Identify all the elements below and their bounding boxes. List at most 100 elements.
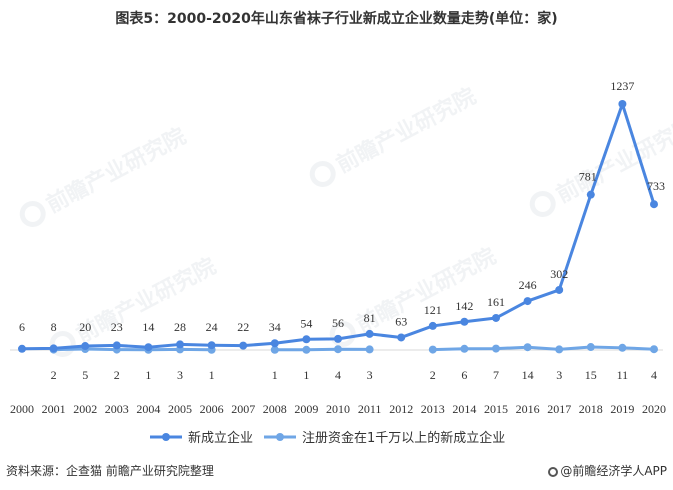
x-tick-label: 2000	[10, 402, 34, 416]
data-point-registered-capital	[492, 344, 500, 353]
data-label-new-enterprises: 8	[51, 320, 57, 334]
data-point-new-enterprises	[334, 334, 342, 343]
x-tick-label: 2013	[421, 402, 445, 416]
data-label-registered-capital: 1	[272, 368, 278, 382]
data-point-new-enterprises	[586, 190, 595, 199]
x-tick-label: 2006	[200, 402, 224, 416]
data-point-new-enterprises	[239, 341, 248, 350]
data-label-new-enterprises: 1237	[610, 79, 634, 93]
legend-label-new-enterprises: 新成立企业	[188, 430, 253, 446]
data-point-new-enterprises	[270, 339, 279, 348]
data-point-registered-capital	[270, 345, 279, 354]
data-label-new-enterprises: 14	[142, 320, 154, 334]
data-label-new-enterprises: 81	[364, 311, 376, 325]
data-label-new-enterprises: 24	[206, 320, 218, 334]
data-point-new-enterprises	[650, 200, 658, 209]
data-point-new-enterprises	[81, 342, 90, 351]
x-tick-label: 2008	[263, 402, 287, 416]
data-label-registered-capital: 2	[51, 368, 57, 382]
x-tick-label: 2009	[294, 402, 318, 416]
data-point-registered-capital	[555, 345, 564, 354]
x-tick-label: 2019	[610, 402, 634, 416]
data-point-new-enterprises	[492, 313, 500, 322]
data-point-new-enterprises	[555, 285, 564, 294]
data-point-new-enterprises	[428, 321, 437, 330]
data-label-registered-capital: 2	[430, 368, 436, 382]
data-label-new-enterprises: 63	[395, 314, 407, 328]
x-tick-label: 2005	[168, 402, 192, 416]
data-label-registered-capital: 4	[651, 368, 657, 382]
source-note: 资料来源：企查猫 前瞻产业研究院整理	[6, 464, 214, 478]
data-label-new-enterprises: 161	[487, 295, 505, 309]
data-label-new-enterprises: 56	[332, 316, 344, 330]
x-tick-label: 2002	[73, 402, 97, 416]
legend-label-registered-capital: 注册资金在1千万以上的新成立企业	[302, 430, 505, 446]
data-label-registered-capital: 3	[177, 368, 183, 382]
data-label-registered-capital: 5	[82, 368, 88, 382]
data-point-registered-capital	[334, 345, 342, 354]
legend-marker-registered-capital	[276, 433, 284, 441]
footer: 资料来源：企查猫 前瞻产业研究院整理 @前瞻经济学人APP	[6, 462, 667, 480]
series-line-registered-capital	[274, 347, 370, 352]
data-label-new-enterprises: 142	[455, 299, 473, 313]
data-label-new-enterprises: 54	[300, 316, 312, 330]
data-label-new-enterprises: 121	[424, 303, 442, 317]
data-label-registered-capital: 3	[367, 368, 373, 382]
data-label-new-enterprises: 6	[19, 320, 25, 334]
data-label-registered-capital: 7	[493, 368, 499, 382]
data-label-new-enterprises: 246	[519, 278, 537, 292]
data-label-new-enterprises: 20	[79, 320, 91, 334]
x-tick-label: 2010	[326, 402, 350, 416]
data-point-new-enterprises	[397, 333, 406, 342]
chart-title: 图表5：2000-2020年山东省袜子行业新成立企业数量走势(单位：家)	[115, 11, 558, 27]
x-tick-label: 2016	[516, 402, 540, 416]
data-point-new-enterprises	[49, 344, 58, 353]
data-point-new-enterprises	[302, 335, 311, 344]
data-label-registered-capital: 3	[556, 368, 562, 382]
data-label-registered-capital: 4	[335, 368, 341, 382]
data-point-registered-capital	[650, 345, 658, 354]
data-label-registered-capital: 1	[209, 368, 215, 382]
data-point-registered-capital	[365, 345, 374, 354]
data-point-registered-capital	[586, 343, 595, 352]
data-label-registered-capital: 1	[145, 368, 151, 382]
data-point-registered-capital	[618, 343, 627, 352]
data-label-registered-capital: 14	[522, 368, 534, 382]
data-point-registered-capital	[428, 345, 437, 354]
data-label-new-enterprises: 781	[579, 170, 597, 184]
series-line-registered-capital	[53, 347, 212, 352]
data-point-new-enterprises	[618, 100, 627, 108]
x-tick-label: 2011	[358, 402, 382, 416]
data-label-registered-capital: 11	[617, 368, 629, 382]
data-point-new-enterprises	[144, 343, 153, 352]
series-line-registered-capital	[432, 345, 655, 352]
x-tick-label: 2018	[579, 402, 603, 416]
data-point-new-enterprises	[112, 341, 121, 350]
brand-credit: @前瞻经济学人APP	[548, 462, 667, 479]
x-tick-label: 2015	[484, 402, 508, 416]
data-label-registered-capital: 6	[461, 368, 467, 382]
data-point-new-enterprises	[365, 329, 374, 338]
brand-logo-icon	[548, 467, 559, 477]
line-chart: 2000 2001 2002 2003 2004 2005 2006 2007 2008 2009…	[10, 79, 666, 446]
x-tick-label: 2004	[136, 402, 160, 416]
x-tick-label: 2017	[547, 402, 571, 416]
x-tick-label: 2007	[231, 402, 255, 416]
data-label-new-enterprises: 23	[111, 320, 123, 334]
x-tick-label: 2020	[642, 402, 666, 416]
x-tick-label: 2014	[452, 402, 476, 416]
data-label-new-enterprises: 733	[647, 179, 665, 193]
data-point-new-enterprises	[460, 317, 469, 326]
x-tick-label: 2012	[389, 402, 413, 416]
data-label-registered-capital: 1	[303, 368, 309, 382]
data-point-registered-capital	[523, 343, 532, 352]
data-label-new-enterprises: 28	[174, 320, 186, 334]
data-label-new-enterprises: 302	[550, 267, 568, 281]
data-label-registered-capital: 15	[585, 368, 597, 382]
brand-text: @前瞻经济学人APP	[560, 464, 667, 478]
data-point-new-enterprises	[18, 344, 26, 353]
data-point-new-enterprises	[176, 340, 184, 349]
data-label-new-enterprises: 34	[269, 320, 281, 334]
legend-marker-new-enterprises	[162, 433, 170, 441]
data-label-new-enterprises: 22	[237, 320, 249, 334]
